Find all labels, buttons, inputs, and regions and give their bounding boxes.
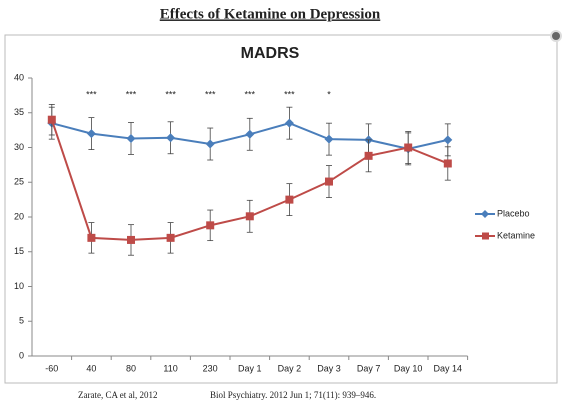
point	[284, 118, 294, 128]
citation-journal: Biol Psychiatry. 2012 Jun 1; 71(11): 939…	[210, 390, 376, 400]
point	[325, 177, 333, 186]
point	[205, 139, 215, 149]
x-tick-label: Day 3	[317, 363, 341, 373]
y-tick-label: 5	[19, 316, 24, 326]
significance-mark: ***	[165, 89, 176, 99]
significance-mark: ***	[284, 89, 295, 99]
significance-mark: ***	[245, 89, 256, 99]
point	[86, 129, 96, 139]
x-tick-label: Day 2	[278, 363, 302, 373]
significance-mark: ***	[205, 89, 216, 99]
point	[404, 143, 413, 152]
x-tick-label: -60	[45, 363, 58, 373]
legend-label: Ketamine	[497, 230, 535, 240]
x-tick-label: Day 10	[394, 363, 423, 373]
point	[285, 195, 294, 204]
chart-title: MADRS	[241, 45, 300, 62]
point	[47, 115, 56, 124]
y-tick-label: 40	[14, 72, 24, 82]
x-tick-label: Day 1	[238, 363, 262, 373]
legend-marker	[482, 232, 489, 240]
point	[127, 235, 135, 244]
point	[126, 133, 136, 143]
frame-handle	[550, 30, 562, 42]
point	[206, 221, 215, 230]
point	[324, 134, 334, 144]
x-tick-label: Day 14	[434, 363, 463, 373]
y-tick-label: 10	[14, 281, 24, 291]
point	[87, 233, 96, 242]
significance-mark: *	[327, 89, 331, 99]
point	[166, 133, 176, 143]
point	[364, 151, 373, 160]
y-tick-label: 0	[19, 350, 24, 360]
y-tick-label: 25	[14, 177, 24, 187]
x-tick-label: Day 7	[357, 363, 381, 373]
x-tick-label: 230	[203, 363, 218, 373]
point	[245, 129, 255, 139]
point	[245, 212, 254, 221]
y-tick-label: 15	[14, 246, 24, 256]
point	[166, 233, 175, 242]
x-tick-label: 80	[126, 363, 136, 373]
point	[443, 159, 452, 168]
significance-mark: ***	[86, 89, 97, 99]
significance-mark: ***	[126, 89, 137, 99]
x-tick-label: 110	[163, 363, 177, 373]
y-tick-label: 20	[14, 211, 24, 221]
y-tick-label: 35	[14, 107, 24, 117]
slide-title: Effects of Ketamine on Depression	[160, 6, 381, 22]
legend-marker	[481, 210, 489, 218]
legend-label: Placebo	[497, 208, 530, 218]
point	[443, 135, 453, 145]
y-tick-label: 30	[14, 142, 24, 152]
citation-author: Zarate, CA et al, 2012	[78, 390, 157, 400]
x-tick-label: 40	[86, 363, 96, 373]
chart-frame	[4, 34, 558, 384]
